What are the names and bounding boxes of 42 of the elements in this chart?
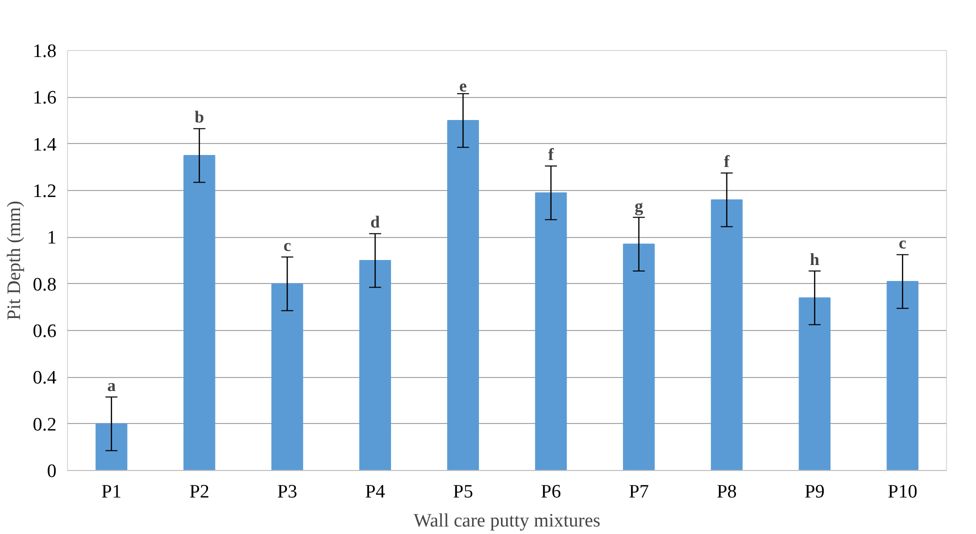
bar xyxy=(447,120,479,470)
y-tick-label: 0 xyxy=(47,461,56,482)
annotation: c xyxy=(283,236,292,255)
y-tick-label: 0.4 xyxy=(32,368,57,389)
bar xyxy=(798,297,831,470)
annotation: h xyxy=(810,250,820,269)
y-axis-title: Pit Depth (mm) xyxy=(4,200,25,320)
y-tick-label: 1.2 xyxy=(32,181,56,202)
bar xyxy=(535,192,567,470)
bar xyxy=(886,281,918,470)
x-tick-label: P6 xyxy=(540,482,561,502)
annotation: f xyxy=(548,145,554,164)
x-tick-label: P7 xyxy=(628,482,649,502)
x-tick-label: P3 xyxy=(277,482,298,502)
bar xyxy=(359,260,392,470)
x-tick-label: P10 xyxy=(888,482,918,502)
annotation: e xyxy=(459,76,468,96)
x-tick-label: P9 xyxy=(804,482,825,502)
bar xyxy=(271,283,304,470)
annotation: c xyxy=(898,234,907,253)
annotation: g xyxy=(634,196,644,216)
bar xyxy=(96,423,128,470)
x-tick-label: P1 xyxy=(101,482,122,502)
y-tick-label: 0.6 xyxy=(32,321,56,342)
y-tick-label: 1.8 xyxy=(32,41,56,62)
x-tick-label: P8 xyxy=(716,482,737,502)
bar xyxy=(183,155,216,470)
y-tick-label: 1.4 xyxy=(32,134,57,156)
annotation: a xyxy=(107,376,116,395)
y-tick-label: 0.8 xyxy=(32,274,56,296)
bar xyxy=(710,199,743,470)
annotation: d xyxy=(370,212,380,232)
x-axis-title: Wall care putty mixtures xyxy=(414,510,600,532)
x-tick-label: P4 xyxy=(365,482,386,502)
y-tick-label: 0.2 xyxy=(32,414,56,436)
bar xyxy=(622,244,655,470)
x-tick-label: P5 xyxy=(453,482,474,502)
annotation: f xyxy=(724,152,730,171)
x-tick-label: P2 xyxy=(189,482,210,502)
y-tick-label: 1.6 xyxy=(32,88,56,109)
y-tick-label: 1 xyxy=(47,228,56,249)
annotation: b xyxy=(194,108,204,127)
